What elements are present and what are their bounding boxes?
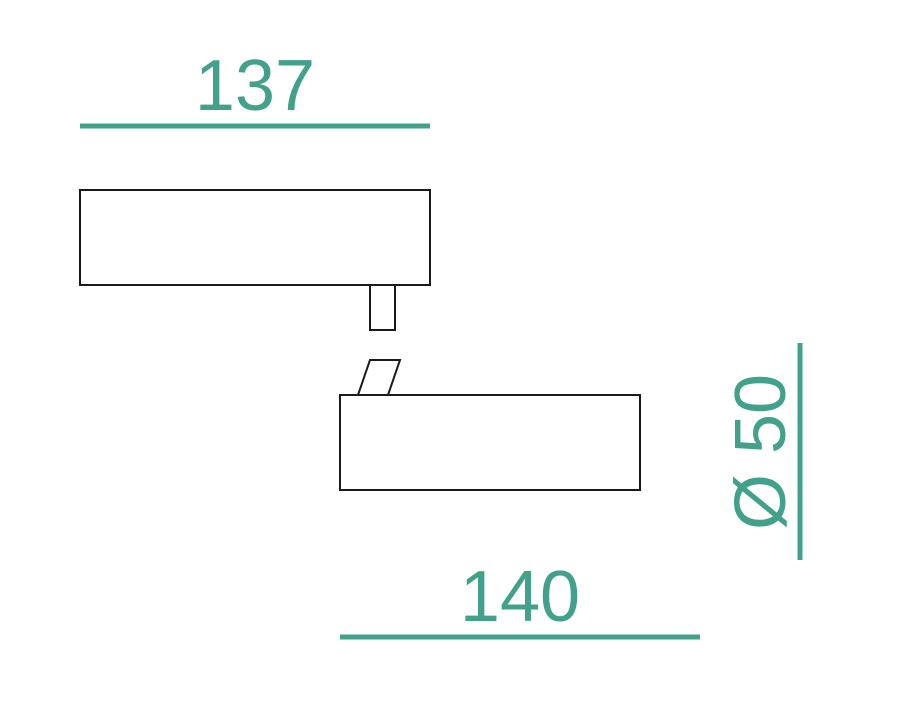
- technical-drawing: 137 140 Ø 50: [0, 0, 906, 701]
- outline-connector-lower: [358, 360, 400, 395]
- outline-connector-upper: [370, 285, 395, 330]
- dim-label-bottom: 140: [460, 557, 580, 637]
- dim-label-top: 137: [195, 46, 315, 126]
- outline-upper-rect: [80, 190, 430, 285]
- outline-lower-rect: [340, 395, 640, 490]
- dim-label-right: Ø 50: [721, 374, 801, 530]
